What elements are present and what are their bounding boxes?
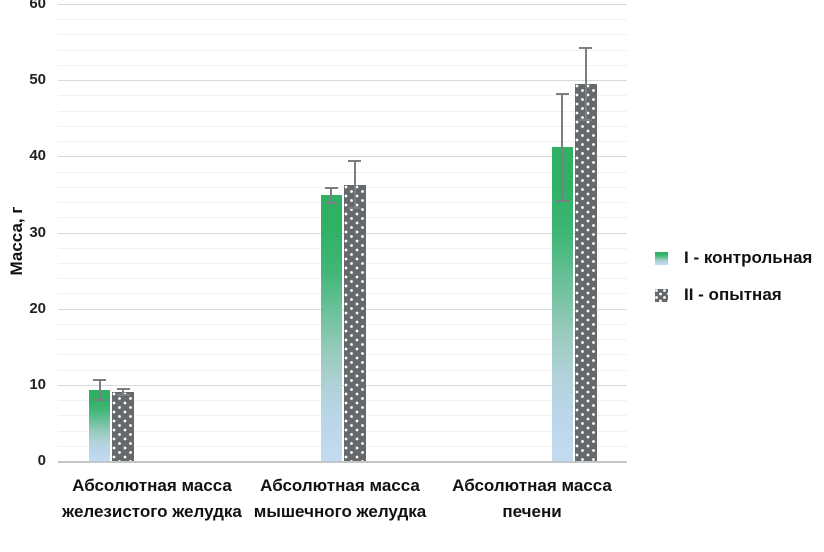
major-gridline — [58, 80, 627, 82]
error-bar-cap — [324, 186, 338, 189]
error-bar — [330, 187, 333, 203]
error-bar — [353, 160, 356, 209]
major-gridline — [58, 384, 627, 386]
minor-gridline — [58, 369, 627, 371]
error-bar-cap — [348, 207, 362, 210]
minor-gridline — [58, 141, 627, 143]
plot-area — [58, 4, 627, 463]
minor-gridline — [58, 110, 627, 112]
y-tick-label: 20 — [29, 299, 46, 317]
bar-experimental — [343, 184, 366, 461]
error-bar — [122, 388, 124, 395]
minor-gridline — [58, 354, 627, 356]
error-bar-cap — [579, 47, 593, 50]
minor-gridline — [58, 34, 627, 36]
major-gridline — [58, 156, 627, 158]
bar-control — [551, 147, 573, 461]
major-gridline — [58, 4, 627, 5]
legend-swatch-gray-dotted-icon — [655, 288, 668, 302]
y-tick-label: 10 — [29, 375, 46, 393]
category-label-3: Абсолютная масса печени — [452, 476, 612, 521]
bar-experimental — [574, 83, 597, 461]
error-bar — [98, 380, 101, 401]
error-bar — [561, 93, 564, 201]
bar-control — [89, 390, 110, 461]
legend-item-experimental: II - опытная — [655, 285, 812, 305]
y-tick-label: 50 — [29, 71, 46, 89]
error-bar-cap — [93, 399, 106, 402]
minor-gridline — [58, 95, 627, 97]
error-bar-cap — [555, 199, 569, 202]
minor-gridline — [58, 186, 627, 188]
legend-item-control: I - контрольная — [655, 248, 812, 268]
minor-gridline — [58, 339, 627, 341]
minor-gridline — [58, 217, 627, 219]
category-label-1: Абсолютная масса железистого желудка — [62, 476, 242, 521]
y-tick-label: 0 — [37, 452, 46, 469]
bar-control — [320, 195, 342, 461]
legend-swatch-green-gradient-icon — [655, 251, 668, 265]
error-bar-cap — [116, 387, 130, 390]
y-tick-label: 30 — [29, 223, 46, 241]
y-tick-label: 60 — [29, 0, 46, 12]
error-bar-cap — [116, 393, 130, 396]
major-gridline — [58, 308, 627, 310]
minor-gridline — [58, 430, 627, 432]
minor-gridline — [58, 323, 627, 325]
minor-gridline — [58, 19, 627, 21]
minor-gridline — [58, 171, 627, 173]
minor-gridline — [58, 125, 627, 127]
error-bar-cap — [324, 201, 338, 204]
minor-gridline — [58, 400, 627, 402]
minor-gridline — [58, 202, 627, 204]
minor-gridline — [58, 278, 627, 280]
minor-gridline — [58, 445, 627, 447]
legend-label-experimental: II - опытная — [684, 285, 782, 304]
minor-gridline — [58, 64, 627, 66]
legend-label-control: I - контрольная — [684, 248, 813, 267]
minor-gridline — [58, 49, 627, 51]
minor-gridline — [58, 415, 627, 417]
error-bar-cap — [93, 379, 106, 382]
minor-gridline — [58, 262, 627, 264]
legend: I - контрольная II - опытная — [655, 248, 812, 322]
major-gridline — [58, 232, 627, 234]
minor-gridline — [58, 247, 627, 249]
error-bar-cap — [555, 92, 569, 95]
error-bar — [584, 48, 587, 120]
error-bar-cap — [579, 118, 593, 121]
bar-experimental — [112, 391, 134, 461]
minor-gridline — [58, 293, 627, 295]
error-bar-cap — [348, 159, 362, 162]
y-tick-label: 40 — [29, 147, 46, 165]
category-label-2: Абсолютная масса мышечного желудка — [253, 476, 427, 521]
